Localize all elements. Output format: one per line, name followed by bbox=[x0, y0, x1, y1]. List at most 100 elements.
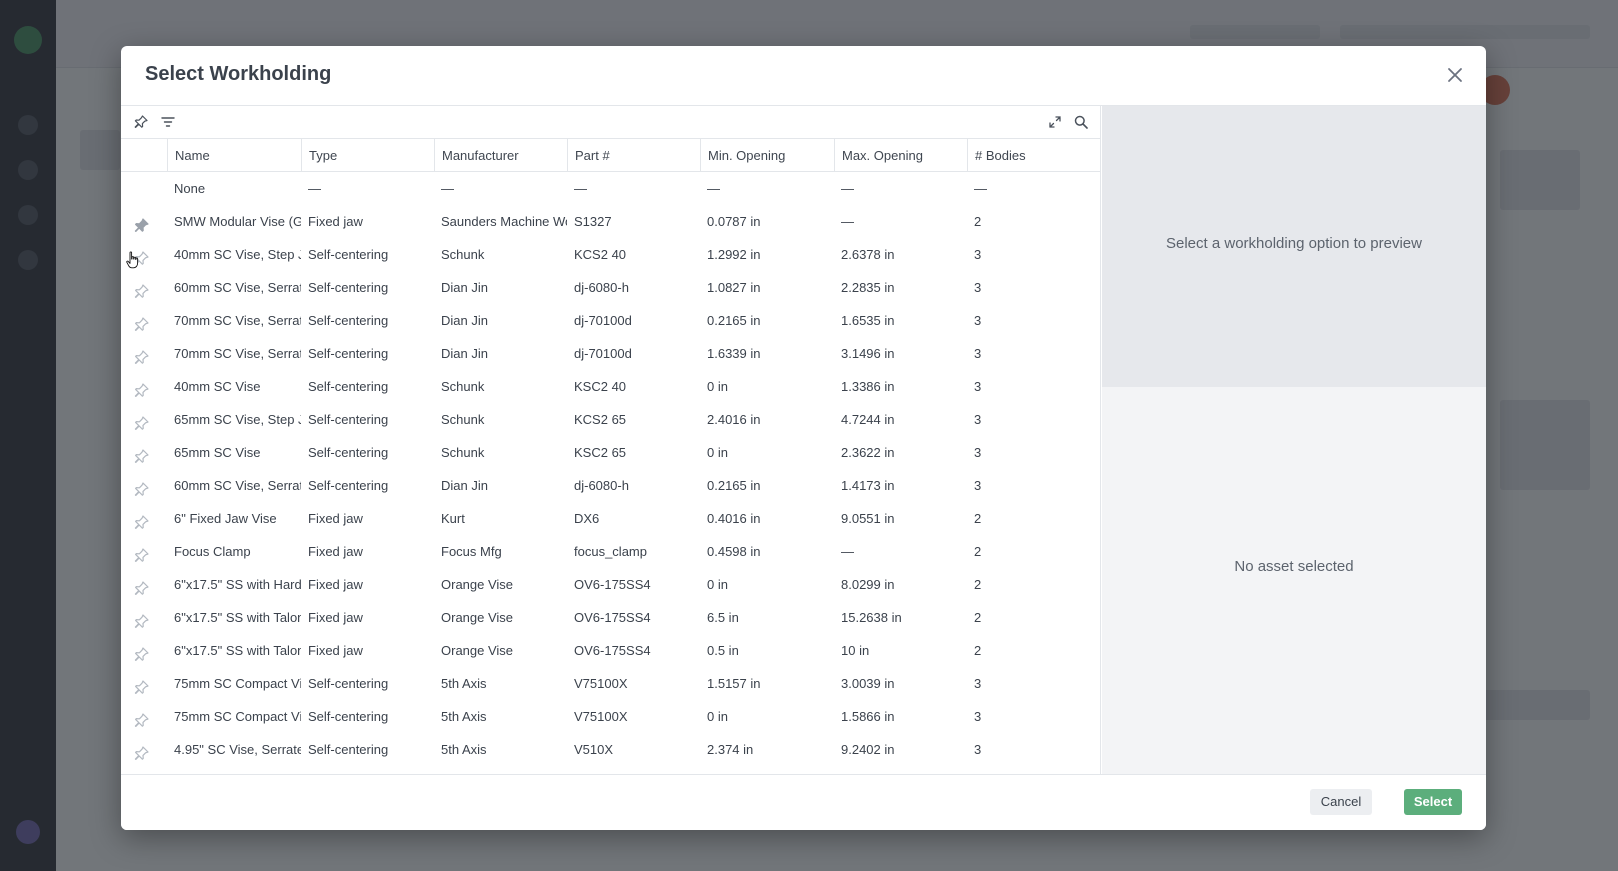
no-asset-text: No asset selected bbox=[1234, 558, 1354, 575]
pinned-icon[interactable] bbox=[133, 213, 150, 232]
cancel-button[interactable]: Cancel bbox=[1310, 789, 1372, 815]
table-row[interactable]: 60mm SC Vise, Serrate Self-centering Dian … bbox=[121, 469, 1100, 502]
table-row[interactable]: 60mm SC Vise, Serrate Self-centering Dian … bbox=[121, 271, 1100, 304]
row-type: Fixed jaw bbox=[308, 511, 363, 526]
row-name: 40mm SC Vise, Step Ja bbox=[174, 247, 301, 262]
table-row[interactable]: 6" Fixed Jaw Vise Fixed jaw Kurt DX6 0.4016 … bbox=[121, 502, 1100, 535]
row-manufacturer: Kurt bbox=[441, 511, 465, 526]
pin-icon[interactable] bbox=[133, 411, 150, 430]
row-min-opening: 0.4016 in bbox=[707, 511, 761, 526]
table-row[interactable]: 6"x17.5" SS with Talon Fixed jaw Orange Vi… bbox=[121, 634, 1100, 667]
row-max-opening: — bbox=[841, 544, 854, 559]
pin-icon[interactable] bbox=[133, 609, 150, 628]
table-row[interactable]: 75mm SC Compact Vis Self-centering 5th Axi… bbox=[121, 700, 1100, 733]
pin-icon[interactable] bbox=[133, 543, 150, 562]
table-body: None — — — — — — SMW Modular Vise (Ge Fixed jaw S… bbox=[121, 172, 1100, 774]
row-pin-cell bbox=[121, 436, 167, 469]
pin-icon[interactable] bbox=[133, 312, 150, 331]
table-row[interactable]: 65mm SC Vise Self-centering Schunk KSC2 65 0… bbox=[121, 436, 1100, 469]
row-type: Fixed jaw bbox=[308, 577, 363, 592]
table-row[interactable]: 40mm SC Vise, Step Ja Self-centering Schun… bbox=[121, 238, 1100, 271]
row-part-number: OV6-175SS4 bbox=[574, 610, 651, 625]
row-name: 6"x17.5" SS with Talon bbox=[174, 610, 301, 625]
pin-icon[interactable] bbox=[133, 510, 150, 529]
column-header-type[interactable]: Type bbox=[301, 139, 434, 172]
column-header-manufacturer[interactable]: Manufacturer bbox=[434, 139, 567, 172]
pin-icon[interactable] bbox=[133, 279, 150, 298]
table-row[interactable]: 65mm SC Vise, Step Ja Self-centering Schun… bbox=[121, 403, 1100, 436]
expand-icon[interactable] bbox=[1047, 114, 1063, 130]
row-max-opening: 4.7244 in bbox=[841, 412, 895, 427]
row-max-opening: 1.3386 in bbox=[841, 379, 895, 394]
table-row[interactable]: Focus Clamp Fixed jaw Focus Mfg focus_clamp… bbox=[121, 535, 1100, 568]
search-icon[interactable] bbox=[1073, 114, 1089, 130]
row-manufacturer: Schunk bbox=[441, 412, 485, 427]
column-header-bodies[interactable]: # Bodies bbox=[967, 139, 1100, 172]
row-part-number: KSC2 40 bbox=[574, 379, 627, 394]
pin-icon[interactable] bbox=[133, 345, 150, 364]
table-row[interactable]: 4.95" SC Vise, Serrated Self-centering 5th… bbox=[121, 733, 1100, 766]
row-type: Self-centering bbox=[308, 676, 389, 691]
row-pin-cell bbox=[121, 205, 167, 238]
pin-icon[interactable] bbox=[133, 378, 150, 397]
column-header-max-opening[interactable]: Max. Opening bbox=[834, 139, 967, 172]
row-min-opening: 0.5 in bbox=[707, 643, 739, 658]
row-name: 6"x17.5" SS with Talon bbox=[174, 643, 301, 658]
row-part-number: dj-70100d bbox=[574, 313, 632, 328]
preview-area: Select a workholding option to preview bbox=[1102, 106, 1486, 387]
pin-icon[interactable] bbox=[133, 642, 150, 661]
row-name: 70mm SC Vise, Serrate bbox=[174, 313, 301, 328]
column-header-part-number[interactable]: Part # bbox=[567, 139, 700, 172]
close-icon[interactable] bbox=[1444, 64, 1466, 86]
workholding-table-pane: Name Type Manufacturer Part # Min. Openi… bbox=[121, 106, 1101, 774]
row-pin-cell bbox=[121, 502, 167, 535]
table-row[interactable]: 40mm SC Vise Self-centering Schunk KSC2 40 0… bbox=[121, 370, 1100, 403]
row-part-number: dj-70100d bbox=[574, 346, 632, 361]
row-manufacturer: Orange Vise bbox=[441, 577, 514, 592]
table-row[interactable]: 6"x17.5" SS with Hard Fixed jaw Orange Vis… bbox=[121, 568, 1100, 601]
row-part-number: KSC2 65 bbox=[574, 445, 627, 460]
filter-icon[interactable] bbox=[160, 114, 176, 130]
table-row[interactable]: 70mm SC Vise, Serrate Self-centering Dian … bbox=[121, 304, 1100, 337]
row-manufacturer: Schunk bbox=[441, 445, 485, 460]
row-pin-cell bbox=[121, 700, 167, 733]
select-button[interactable]: Select bbox=[1404, 789, 1462, 815]
row-name: None bbox=[174, 181, 206, 196]
row-manufacturer: Orange Vise bbox=[441, 643, 514, 658]
pin-icon[interactable] bbox=[133, 708, 150, 727]
table-row[interactable]: None — — — — — — bbox=[121, 172, 1100, 205]
row-min-opening: 0 in bbox=[707, 379, 728, 394]
table-row[interactable]: 6"x17.5" SS with Talon Fixed jaw Orange Vi… bbox=[121, 601, 1100, 634]
table-row[interactable]: 70mm SC Vise, Serrate Self-centering Dian … bbox=[121, 337, 1100, 370]
row-name: 75mm SC Compact Vis bbox=[174, 676, 301, 691]
pin-filter-icon[interactable] bbox=[133, 114, 149, 130]
row-bodies: 2 bbox=[974, 643, 982, 658]
preview-pane: Select a workholding option to preview N… bbox=[1102, 106, 1486, 774]
row-max-opening: 10 in bbox=[841, 643, 870, 658]
pin-icon[interactable] bbox=[133, 444, 150, 463]
row-max-opening: 2.3622 in bbox=[841, 445, 895, 460]
table-row[interactable]: 75mm SC Compact Vis Self-centering 5th Axi… bbox=[121, 667, 1100, 700]
column-header-min-opening[interactable]: Min. Opening bbox=[700, 139, 834, 172]
pin-icon[interactable] bbox=[133, 477, 150, 496]
row-name: 60mm SC Vise, Serrate bbox=[174, 478, 301, 493]
row-min-opening: 1.5157 in bbox=[707, 676, 761, 691]
row-min-opening: 0.2165 in bbox=[707, 313, 761, 328]
row-manufacturer: 5th Axis bbox=[441, 676, 487, 691]
pin-icon[interactable] bbox=[133, 675, 150, 694]
table-header: Name Type Manufacturer Part # Min. Openi… bbox=[121, 139, 1100, 172]
pin-icon[interactable] bbox=[133, 741, 150, 760]
row-name: 65mm SC Vise bbox=[174, 445, 261, 460]
pin-icon[interactable] bbox=[133, 576, 150, 595]
row-max-opening: 2.2835 in bbox=[841, 280, 895, 295]
pin-column-header bbox=[121, 139, 167, 172]
row-min-opening: 2.374 in bbox=[707, 742, 754, 757]
row-bodies: 2 bbox=[974, 214, 982, 229]
column-header-name[interactable]: Name bbox=[167, 139, 301, 172]
row-pin-cell bbox=[121, 634, 167, 667]
row-part-number: dj-6080-h bbox=[574, 478, 629, 493]
table-row[interactable]: SMW Modular Vise (Ge Fixed jaw Saunders Ma… bbox=[121, 205, 1100, 238]
row-max-opening: 15.2638 in bbox=[841, 610, 902, 625]
row-type: — bbox=[308, 181, 321, 196]
row-manufacturer: Schunk bbox=[441, 247, 485, 262]
